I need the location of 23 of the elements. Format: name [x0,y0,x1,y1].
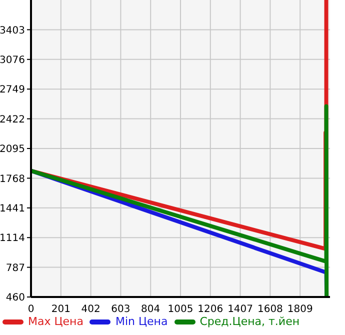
y-tick-label: 1441 [0,203,25,214]
x-tick-label: 1005 [168,304,194,316]
y-tick-label: 2095 [0,144,25,156]
y-tick-label: 2422 [0,114,25,126]
y-tick-label: 3403 [0,25,25,36]
y-tick-label: 787 [6,262,25,274]
x-tick-label: 1809 [287,304,313,316]
y-tick-label: 1114 [0,233,25,244]
x-tick-label: 201 [51,304,70,316]
y-tick-label: 3076 [0,54,25,66]
x-tick-label: 1206 [198,304,224,316]
legend-label: Сред.Цена, т.йен [198,315,300,328]
y-tick-label: 460 [6,292,25,304]
x-tick-label: 1608 [257,304,283,316]
y-tick-label: 2749 [0,84,25,96]
x-tick-label: 0 [28,304,34,316]
x-tick-label: 402 [81,304,100,316]
x-tick-label: 1407 [228,304,254,316]
legend-label: Max Цена [27,315,84,328]
x-tick-label: 804 [141,304,160,316]
y-tick-label: 1768 [0,174,25,185]
x-tick-label: 603 [111,304,130,316]
legend-label: Min Цена [114,315,168,328]
